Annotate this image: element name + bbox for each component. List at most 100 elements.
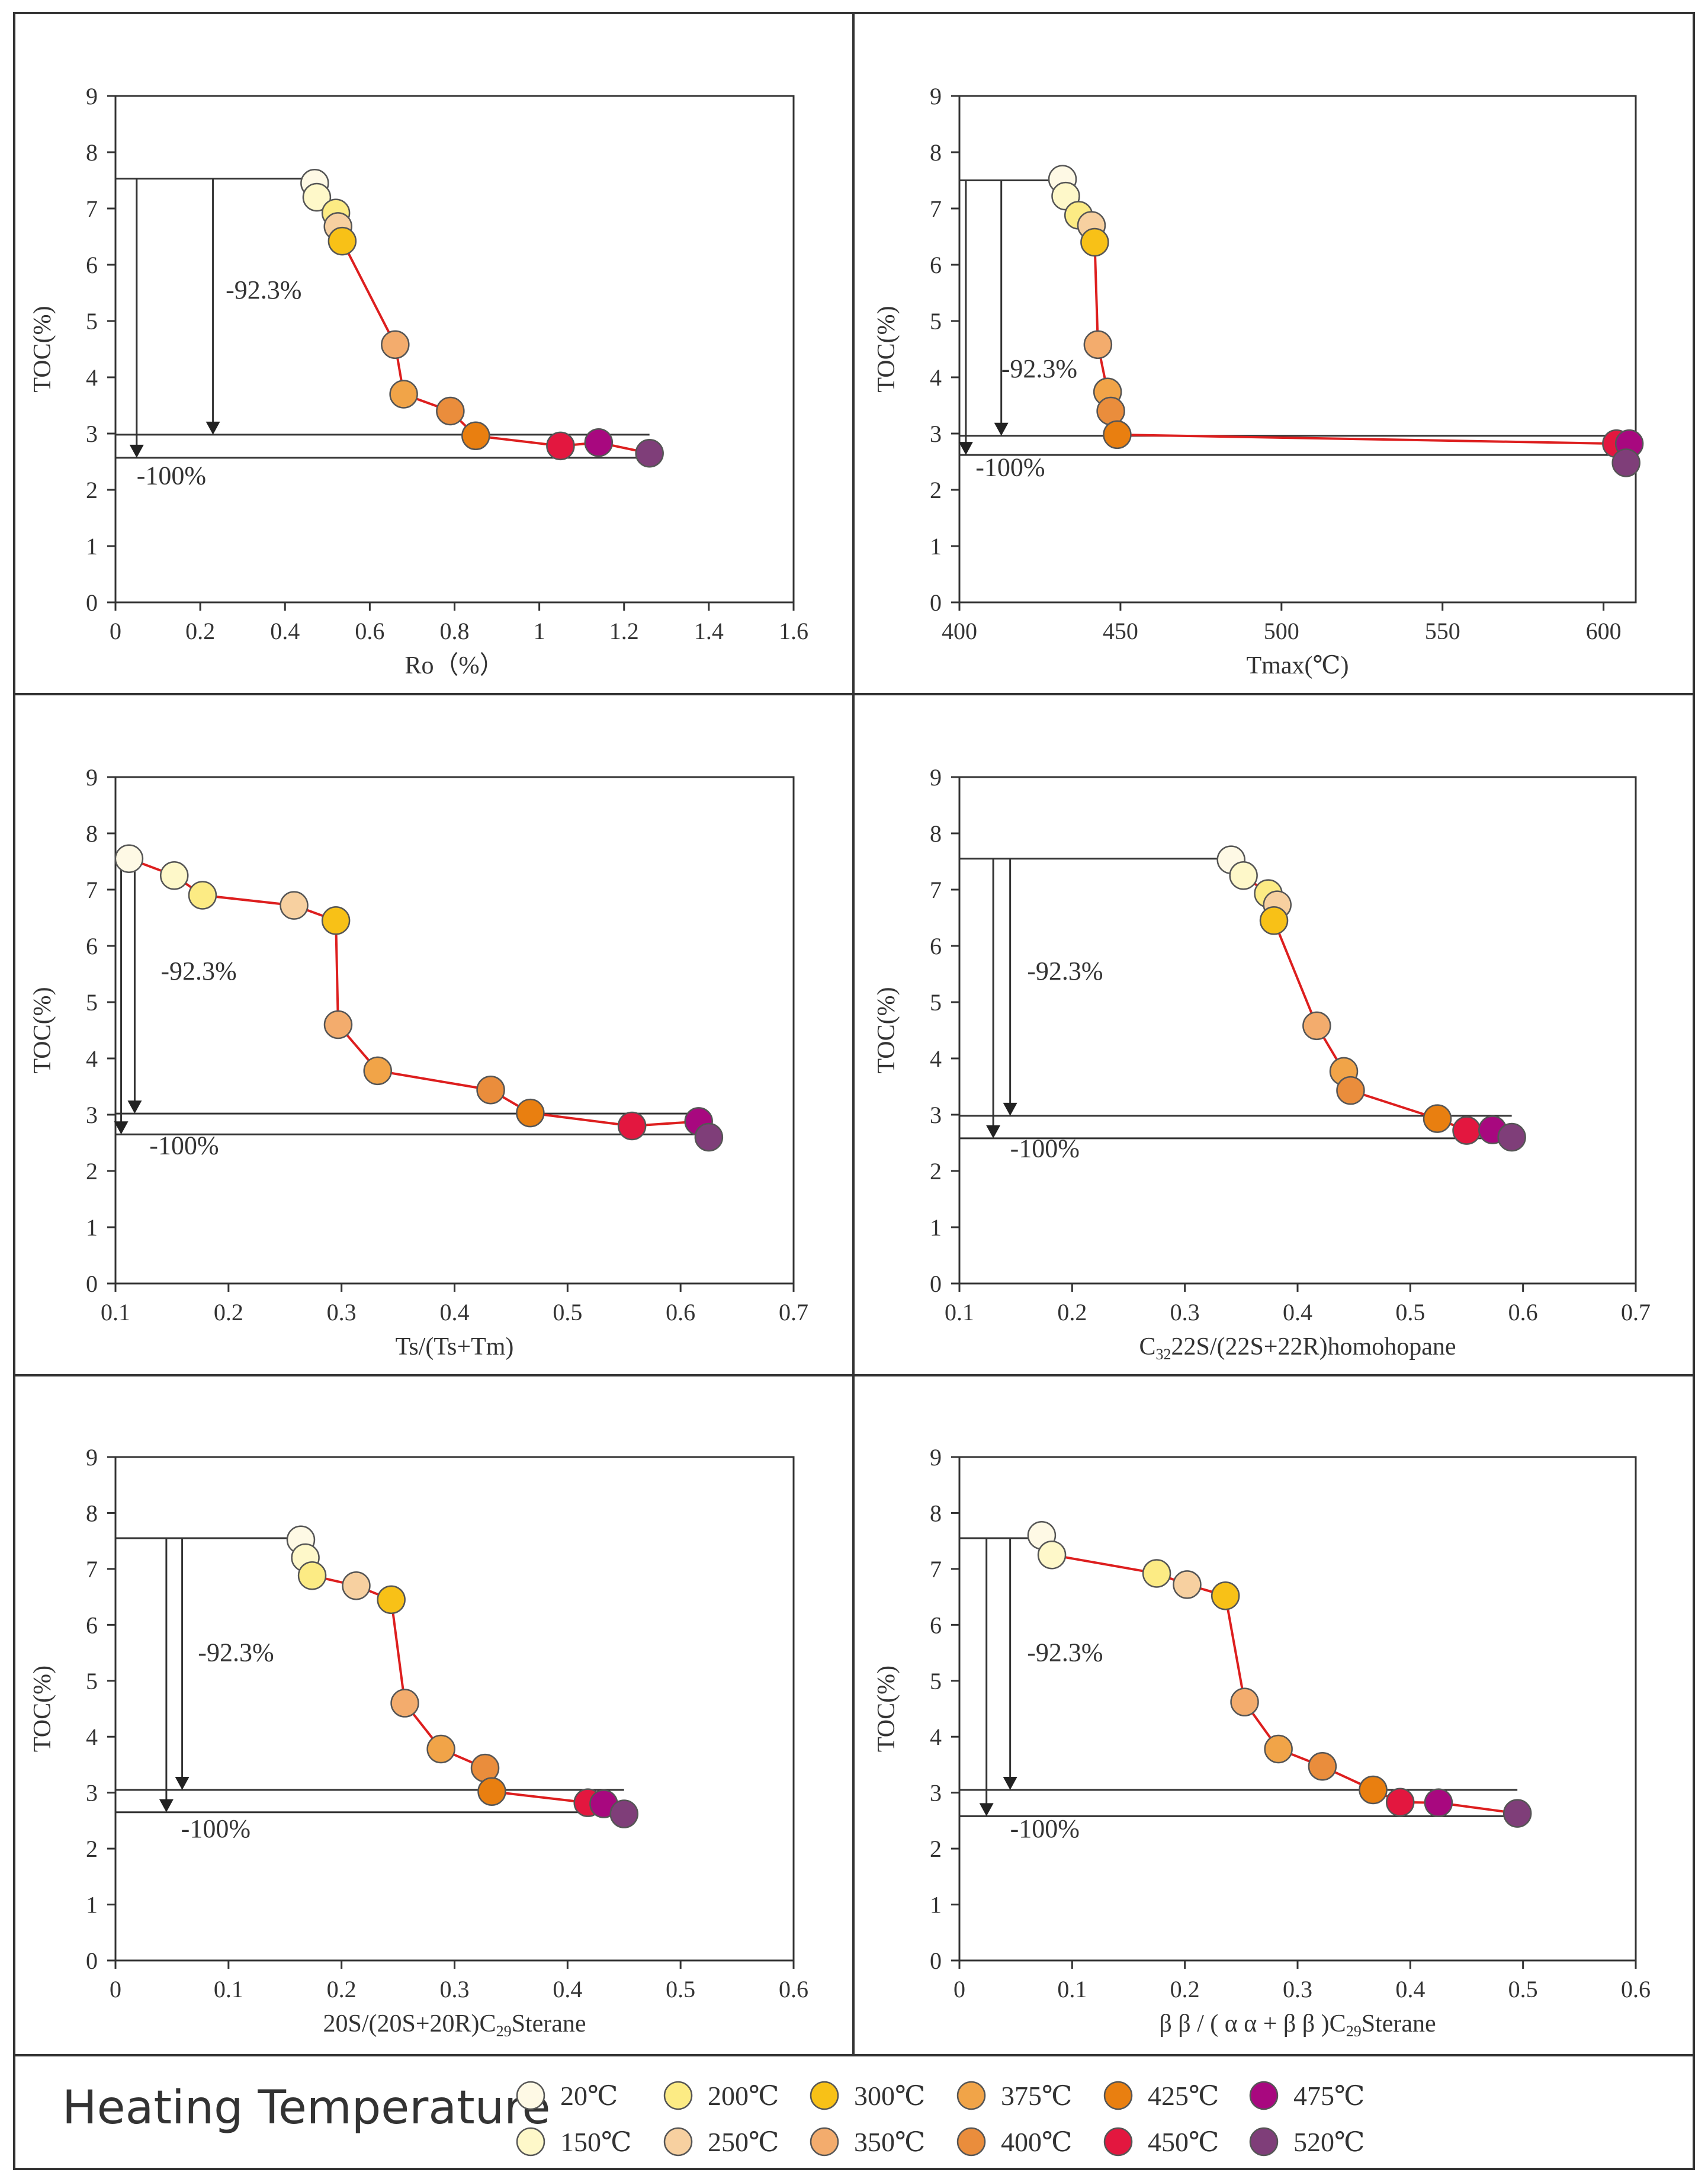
y-tick-label: 3 xyxy=(930,1780,942,1806)
x-tick-label: 0.1 xyxy=(1057,1976,1087,2003)
y-tick-label: 7 xyxy=(930,195,942,222)
annotation-923: -92.3% xyxy=(1027,957,1103,986)
legend-marker xyxy=(1103,2127,1133,2157)
x-tick-label: 0.1 xyxy=(214,1976,243,2003)
chart-panel-6: 0 1 2 3 4 5 6 7 8 9 0 0.1 0.2 0.3 0.4 0.5 0.6 TOC(%) β β /… xyxy=(873,1444,1651,2040)
x-tick-label: 0.2 xyxy=(1057,1299,1087,1326)
data-point xyxy=(1502,1799,1532,1828)
data-point xyxy=(1359,1775,1388,1805)
y-tick-label: 8 xyxy=(930,1500,942,1526)
legend-label: 300℃ xyxy=(854,2081,925,2111)
data-point xyxy=(342,1571,371,1600)
data-point xyxy=(1336,1076,1365,1105)
y-tick-label: 5 xyxy=(930,1668,942,1695)
y-tick-label: 4 xyxy=(86,1724,98,1750)
y-tick-label: 2 xyxy=(930,477,942,503)
annotation-923: -92.3% xyxy=(198,1638,274,1667)
data-point xyxy=(377,1585,406,1615)
legend-label: 20℃ xyxy=(560,2081,618,2111)
y-tick-label: 5 xyxy=(86,989,98,1016)
data-point xyxy=(584,428,614,457)
x-tick-label: 450 xyxy=(1103,618,1138,644)
y-tick-label: 8 xyxy=(930,820,942,847)
x-label-main: Ro（%） xyxy=(404,652,504,679)
legend-marker xyxy=(663,2127,693,2157)
data-point xyxy=(546,431,575,461)
x-axis-label: 20S/(20S+20R)C29Sterane xyxy=(323,2010,586,2040)
data-point xyxy=(1230,1687,1259,1716)
data-point xyxy=(159,861,189,890)
x-label-prefix: C xyxy=(480,2010,496,2037)
x-axis-label: Ts/(Ts+Tm) xyxy=(396,1333,514,1360)
legend-marker xyxy=(516,2127,545,2157)
x-axis-label: β β / ( α α + β β )C29Sterane xyxy=(1159,2010,1436,2040)
data-point xyxy=(1611,448,1640,477)
x-tick-label: 0.5 xyxy=(1508,1976,1538,2003)
y-tick-label: 5 xyxy=(86,308,98,335)
legend-label: 475℃ xyxy=(1293,2081,1365,2111)
legend-marker xyxy=(663,2081,693,2110)
annotation-100: -100% xyxy=(1010,1134,1080,1163)
annotation-100: -100% xyxy=(975,453,1045,482)
y-tick-label: 6 xyxy=(86,1612,98,1638)
legend-marker xyxy=(956,2127,986,2157)
y-axis-label: TOC(%) xyxy=(29,987,56,1073)
y-tick-label: 4 xyxy=(930,1724,942,1750)
arrow-923-head xyxy=(175,1776,190,1790)
x-label-subscript: 29 xyxy=(1346,2023,1362,2040)
y-tick-label: 7 xyxy=(86,195,98,222)
y-tick-label: 0 xyxy=(86,1270,98,1297)
y-axis-label: TOC(%) xyxy=(873,306,900,392)
annotation-100: -100% xyxy=(149,1131,219,1160)
data-point xyxy=(516,1098,545,1128)
x-tick-label: 1.2 xyxy=(609,618,639,644)
data-point xyxy=(1452,1116,1481,1145)
x-tick-label: 0.6 xyxy=(666,1299,695,1326)
data-point xyxy=(1423,1104,1452,1133)
x-tick-label: 0.6 xyxy=(355,618,384,644)
data-point xyxy=(302,182,332,212)
data-point xyxy=(321,906,351,935)
annotation-100: -100% xyxy=(1010,1814,1080,1843)
x-tick-label: 1.4 xyxy=(694,618,724,644)
y-tick-label: 5 xyxy=(930,308,942,335)
y-axis-label: TOC(%) xyxy=(29,1666,56,1752)
data-point xyxy=(1096,396,1125,426)
y-tick-label: 7 xyxy=(930,877,942,903)
y-tick-label: 6 xyxy=(930,1612,942,1638)
x-tick-label: 0.3 xyxy=(1283,1976,1312,2003)
data-point xyxy=(280,891,309,920)
x-label-prefix: C xyxy=(1330,2010,1346,2037)
arrow-100-head xyxy=(129,444,144,458)
x-tick-label: 0.3 xyxy=(1170,1299,1200,1326)
data-point xyxy=(1103,420,1132,450)
data-point xyxy=(328,226,357,256)
y-tick-label: 0 xyxy=(930,1947,942,1974)
trend-line xyxy=(129,857,710,1138)
arrow-923-head xyxy=(1003,1776,1017,1790)
x-label-main: Tmax(℃) xyxy=(1247,652,1349,679)
y-axis-label: TOC(%) xyxy=(873,1666,900,1752)
y-tick-label: 0 xyxy=(930,1270,942,1297)
plot-area xyxy=(114,95,795,604)
x-tick-label: 0.2 xyxy=(214,1299,243,1326)
data-point xyxy=(1302,1011,1331,1041)
arrow-100-head xyxy=(958,442,973,455)
data-point xyxy=(114,844,144,873)
data-point xyxy=(1083,330,1113,360)
x-label-main: 20S/(20S+20R) xyxy=(323,2010,479,2037)
y-tick-label: 3 xyxy=(930,1102,942,1128)
trend-line xyxy=(1041,1535,1518,1815)
legend-marker xyxy=(1249,2081,1279,2110)
y-tick-label: 1 xyxy=(86,1214,98,1241)
arrow-923-head xyxy=(206,421,220,435)
x-tick-label: 0.1 xyxy=(945,1299,974,1326)
y-tick-label: 0 xyxy=(86,1947,98,1974)
y-tick-label: 2 xyxy=(86,1836,98,1862)
y-tick-label: 1 xyxy=(930,533,942,560)
y-tick-label: 9 xyxy=(86,764,98,791)
x-axis-label: Tmax(℃) xyxy=(1247,652,1349,679)
x-tick-label: 0 xyxy=(110,618,121,644)
data-point xyxy=(188,881,217,910)
